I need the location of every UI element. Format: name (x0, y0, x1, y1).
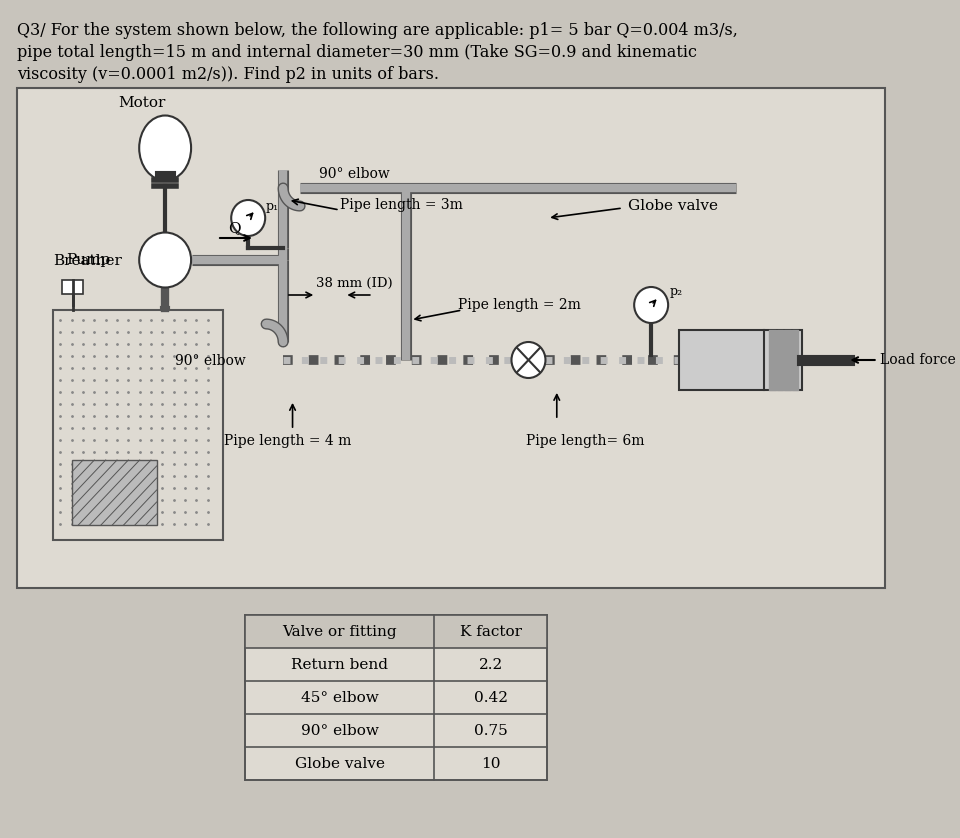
Text: 0.42: 0.42 (473, 691, 508, 705)
Ellipse shape (635, 287, 668, 323)
Bar (246, 615, 547, 648)
Text: Return bend: Return bend (291, 658, 388, 671)
Text: viscosity (v=0.0001 m2/s)). Find p2 in units of bars.: viscosity (v=0.0001 m2/s)). Find p2 in u… (17, 66, 439, 83)
Text: Pipe length = 3m: Pipe length = 3m (340, 198, 463, 212)
Text: 0.75: 0.75 (474, 723, 508, 737)
Bar (72, 460, 156, 525)
Text: 90° elbow: 90° elbow (175, 354, 246, 368)
Text: Globe valve: Globe valve (628, 199, 717, 213)
Bar (680, 330, 803, 390)
Text: p₁: p₁ (265, 199, 278, 213)
Text: 45° elbow: 45° elbow (300, 691, 378, 705)
Text: Valve or fitting: Valve or fitting (282, 624, 397, 639)
Text: Load force: Load force (879, 353, 955, 367)
Bar (17, 88, 885, 588)
Text: 90° elbow: 90° elbow (300, 723, 378, 737)
Ellipse shape (231, 200, 265, 236)
Text: 38 mm (ID): 38 mm (ID) (316, 277, 393, 290)
Text: Breather: Breather (53, 254, 122, 268)
Ellipse shape (139, 232, 191, 287)
Text: 10: 10 (481, 757, 500, 770)
Text: Q: Q (228, 221, 240, 235)
Text: pipe total length=15 m and internal diameter=30 mm (Take SG=0.9 and kinematic: pipe total length=15 m and internal diam… (17, 44, 697, 61)
Text: Pipe length = 4 m: Pipe length = 4 m (224, 434, 351, 448)
Text: Pump: Pump (66, 253, 110, 267)
Text: Q3/ For the system shown below, the following are applicable: p1= 5 bar Q=0.004 : Q3/ For the system shown below, the foll… (17, 22, 738, 39)
Text: Pipe length = 2m: Pipe length = 2m (458, 298, 581, 312)
Text: Motor: Motor (118, 96, 165, 110)
Bar (246, 615, 547, 780)
Text: K factor: K factor (460, 624, 521, 639)
Text: 90° elbow: 90° elbow (319, 167, 390, 181)
Text: Pipe length= 6m: Pipe length= 6m (526, 434, 644, 448)
Bar (53, 310, 223, 540)
Text: p₂: p₂ (670, 284, 684, 297)
Circle shape (512, 342, 545, 378)
Text: 2.2: 2.2 (479, 658, 503, 671)
Ellipse shape (139, 116, 191, 180)
Bar (62, 280, 84, 294)
Text: Globe valve: Globe valve (295, 757, 385, 770)
